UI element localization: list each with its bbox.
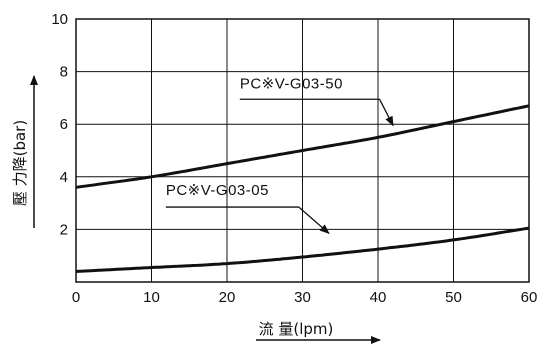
y-tick-label: 4 xyxy=(60,169,68,186)
x-tick-label: 10 xyxy=(143,289,160,306)
series-lines xyxy=(75,104,530,273)
series-line-2 xyxy=(75,226,530,273)
y-tick-label: 6 xyxy=(60,116,68,133)
series-annotations: PC※V-G03-50 PC※V-G03-05 xyxy=(165,76,394,235)
series-label-1: PC※V-G03-50 xyxy=(240,76,343,93)
y-tick-label: 2 xyxy=(60,221,68,238)
y-tick-label: 10 xyxy=(51,11,68,28)
x-axis-label: 流 量(lpm) xyxy=(259,320,334,338)
x-tick-label: 0 xyxy=(72,289,80,306)
series-line-1 xyxy=(75,104,530,189)
x-tick-label: 40 xyxy=(370,289,387,306)
x-tick-label: 30 xyxy=(294,289,311,306)
tick-labels: 0 10 20 30 40 50 60 2 4 6 8 10 xyxy=(51,11,537,306)
series-label-2: PC※V-G03-05 xyxy=(166,182,269,199)
x-tick-label: 50 xyxy=(445,289,462,306)
series-leader-2 xyxy=(165,206,330,235)
plot-frame xyxy=(75,18,530,283)
series-leader-1 xyxy=(239,98,394,127)
x-tick-label: 60 xyxy=(521,289,538,306)
x-tick-label: 20 xyxy=(219,289,236,306)
y-tick-label: 8 xyxy=(60,64,68,81)
y-axis-label: 壓 力降(bar) xyxy=(11,120,29,206)
